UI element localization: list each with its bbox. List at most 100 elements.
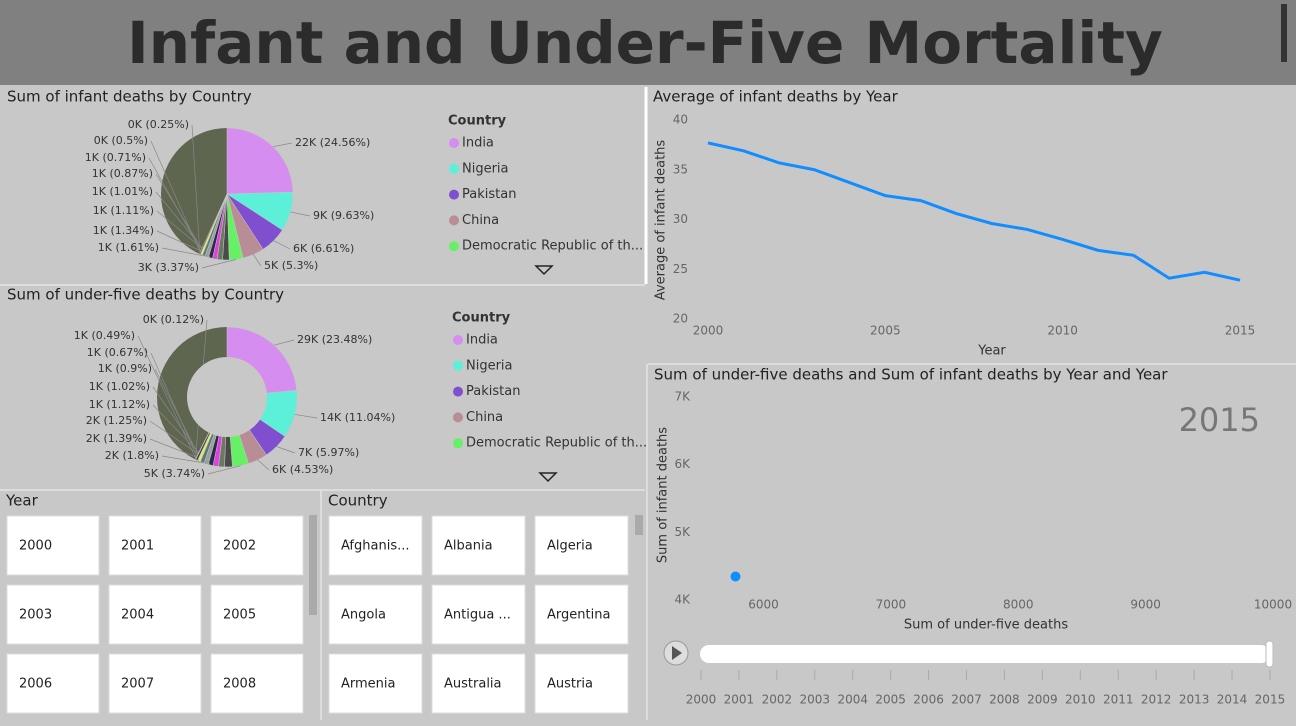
play-icon bbox=[672, 646, 682, 660]
data-label: 22K (24.56%) bbox=[295, 136, 370, 149]
play-year[interactable]: 2006 bbox=[913, 693, 944, 707]
y-tick-label: 6K bbox=[674, 457, 691, 471]
play-year[interactable]: 2010 bbox=[1065, 693, 1096, 707]
legend-marker bbox=[449, 241, 459, 252]
slicer-item[interactable] bbox=[6, 653, 100, 714]
slicer-item[interactable] bbox=[210, 584, 304, 645]
slicer-item-label: 2004 bbox=[121, 608, 154, 623]
y-tick-label: 20 bbox=[673, 312, 688, 326]
data-label: 2K (1.25%) bbox=[86, 414, 147, 427]
slicer-item-label: 2000 bbox=[19, 539, 52, 554]
slicer-item[interactable] bbox=[328, 653, 423, 714]
scroll-mark bbox=[1281, 4, 1287, 62]
data-label: 1K (0.67%) bbox=[87, 346, 148, 359]
data-label: 1K (1.01%) bbox=[92, 185, 153, 198]
slicer-item[interactable] bbox=[534, 584, 629, 645]
chart-title: Average of infant deaths by Year bbox=[653, 88, 899, 106]
line bbox=[707, 141, 1241, 282]
data-label: 0K (0.5%) bbox=[94, 134, 148, 147]
slicer-item[interactable] bbox=[328, 515, 423, 576]
x-tick-label: 9000 bbox=[1130, 598, 1161, 612]
chart-title: Sum of infant deaths by Country bbox=[7, 88, 252, 106]
play-year[interactable]: 2008 bbox=[989, 693, 1020, 707]
slicer-item[interactable] bbox=[210, 515, 304, 576]
y-axis-label: Average of infant deaths bbox=[654, 140, 669, 301]
legend-marker bbox=[449, 189, 459, 200]
y-tick-label: 4K bbox=[674, 593, 691, 607]
play-year[interactable]: 2015 bbox=[1255, 693, 1286, 707]
play-year[interactable]: 2005 bbox=[875, 693, 906, 707]
slicer-item-label: Armenia bbox=[341, 677, 396, 692]
legend-marker bbox=[453, 360, 463, 371]
slicer-item[interactable] bbox=[431, 653, 526, 714]
slicer-item-label: Antigua ... bbox=[444, 608, 511, 623]
play-year[interactable]: 2001 bbox=[724, 693, 755, 707]
slider-handle[interactable] bbox=[1265, 640, 1274, 668]
data-label: 6K (4.53%) bbox=[272, 463, 333, 476]
play-year[interactable]: 2009 bbox=[1027, 693, 1058, 707]
play-year[interactable]: 2002 bbox=[762, 693, 793, 707]
legend-label: China bbox=[466, 410, 503, 425]
chart-title: Sum of under-five deaths and Sum of infa… bbox=[654, 366, 1168, 384]
slicer-item-label: Algeria bbox=[547, 539, 593, 554]
title-bar bbox=[0, 0, 1296, 85]
slicer-item[interactable] bbox=[108, 515, 202, 576]
legend-marker bbox=[453, 412, 463, 423]
scrollbar[interactable] bbox=[635, 515, 643, 535]
leader-line bbox=[272, 142, 293, 148]
legend-label: Nigeria bbox=[466, 358, 513, 373]
play-year[interactable]: 2011 bbox=[1103, 693, 1134, 707]
data-label: 1K (1.02%) bbox=[89, 380, 150, 393]
slicer-item-label: 2003 bbox=[19, 608, 52, 623]
play-year[interactable]: 2000 bbox=[686, 693, 717, 707]
legend-label: Pakistan bbox=[466, 384, 520, 399]
play-year[interactable]: 2013 bbox=[1179, 693, 1210, 707]
slicer-item[interactable] bbox=[210, 653, 304, 714]
play-slider[interactable] bbox=[700, 645, 1270, 663]
slicer-item-label: Angola bbox=[341, 608, 386, 623]
slicer-item[interactable] bbox=[431, 584, 526, 645]
legend-marker bbox=[449, 215, 459, 226]
data-label: 1K (1.11%) bbox=[93, 204, 154, 217]
slicer-item[interactable] bbox=[431, 515, 526, 576]
expand-arrow[interactable] bbox=[534, 265, 554, 276]
slicer-item[interactable] bbox=[328, 584, 423, 645]
legend-marker bbox=[453, 438, 463, 449]
slicer-item[interactable] bbox=[108, 653, 202, 714]
slicer-item-label: Afghanis... bbox=[341, 539, 410, 554]
donut-hole bbox=[187, 357, 267, 437]
slicer-item[interactable] bbox=[6, 515, 100, 576]
legend-title: Country bbox=[452, 311, 511, 326]
leader-line bbox=[253, 254, 262, 267]
slicer-item[interactable] bbox=[6, 584, 100, 645]
slicer-item-label: Albania bbox=[444, 539, 493, 554]
play-year[interactable]: 2012 bbox=[1141, 693, 1172, 707]
legend-marker bbox=[453, 386, 463, 397]
play-year[interactable]: 2014 bbox=[1217, 693, 1248, 707]
point bbox=[730, 571, 741, 582]
scrollbar[interactable] bbox=[309, 515, 317, 615]
data-label: 5K (3.74%) bbox=[144, 467, 205, 480]
expand-arrow[interactable] bbox=[538, 472, 558, 483]
slicer-title: Country bbox=[328, 492, 388, 510]
leader-line bbox=[273, 240, 291, 250]
data-label: 29K (23.48%) bbox=[297, 333, 372, 346]
slicer-item-label: 2005 bbox=[223, 608, 256, 623]
slicer-item[interactable] bbox=[534, 515, 629, 576]
slicer-item[interactable] bbox=[534, 653, 629, 714]
play-year[interactable]: 2004 bbox=[837, 693, 868, 707]
x-tick-label: 7000 bbox=[876, 598, 907, 612]
leader-line bbox=[207, 465, 241, 475]
play-year[interactable]: 2007 bbox=[951, 693, 982, 707]
slicer-item[interactable] bbox=[108, 584, 202, 645]
data-label: 1K (1.61%) bbox=[98, 241, 159, 254]
data-label: 5K (5.3%) bbox=[264, 259, 318, 272]
slicer-item-label: Argentina bbox=[547, 608, 610, 623]
data-label: 14K (11.04%) bbox=[320, 411, 395, 424]
legend-label: India bbox=[466, 333, 498, 348]
slicer-item-label: 2002 bbox=[223, 539, 256, 554]
data-label: 3K (3.37%) bbox=[138, 261, 199, 274]
play-year[interactable]: 2003 bbox=[800, 693, 831, 707]
legend-marker bbox=[449, 163, 459, 174]
